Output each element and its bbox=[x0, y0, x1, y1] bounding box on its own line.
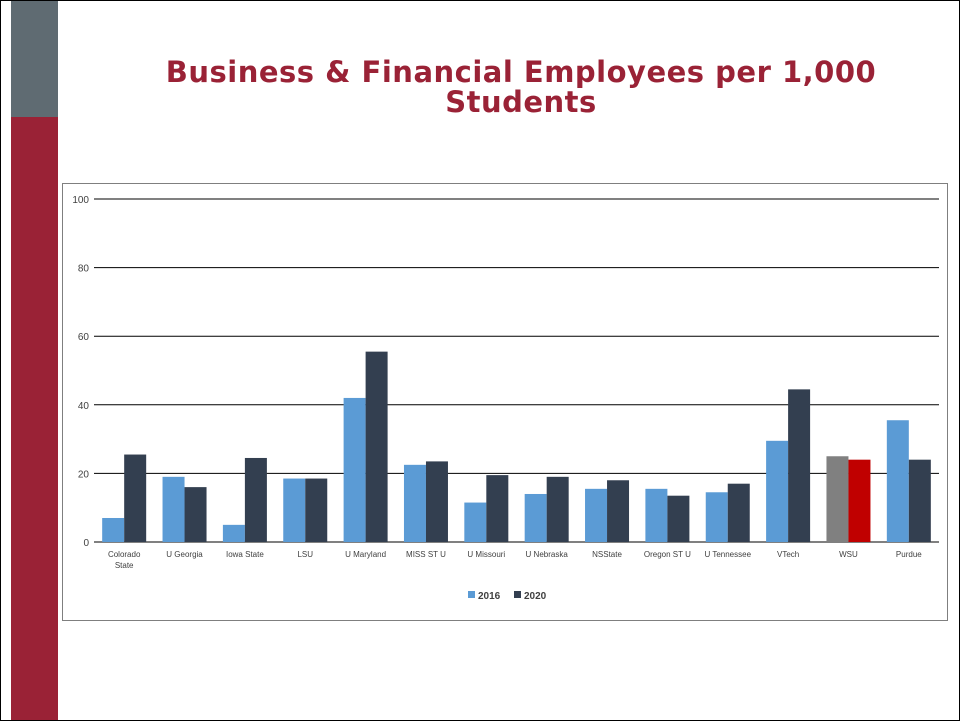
sidebar-accent-bottom bbox=[11, 117, 58, 720]
sidebar-accent-top bbox=[11, 1, 58, 117]
bar-2020-u-nebraska bbox=[546, 476, 569, 542]
x-tick-label-line: LSU bbox=[297, 550, 313, 559]
bar-2016-wsu bbox=[826, 456, 849, 542]
bar-2020-wsu bbox=[848, 459, 871, 542]
x-tick-label-line: Iowa State bbox=[226, 550, 264, 559]
bar-2020-colorado-state bbox=[124, 454, 147, 542]
x-tick-label: Colorado State bbox=[108, 550, 141, 570]
legend-swatch-2020 bbox=[514, 591, 521, 598]
x-tick-label-line: Colorado bbox=[108, 550, 141, 559]
bar-2020-nsstate bbox=[607, 480, 630, 542]
x-tick-label-line: U Missouri bbox=[467, 550, 505, 559]
x-tick-label: MISS ST U bbox=[406, 550, 446, 559]
x-tick-label-line: WSU bbox=[839, 550, 858, 559]
bar-2020-iowa-state bbox=[244, 457, 267, 542]
bar-2016-u-nebraska bbox=[524, 493, 547, 542]
y-tick-label: 0 bbox=[83, 538, 89, 549]
legend-swatch-2016 bbox=[468, 591, 475, 598]
bar-2016-colorado-state bbox=[102, 517, 125, 542]
x-tick-label: VTech bbox=[777, 550, 799, 559]
x-tick-label-line: U Georgia bbox=[166, 550, 203, 559]
bar-2016-iowa-state bbox=[222, 524, 245, 542]
x-tick-label: U Tennessee bbox=[704, 550, 751, 559]
bar-2020-u-missouri bbox=[486, 475, 509, 542]
x-tick-label-line: State bbox=[115, 561, 134, 570]
x-tick-label: WSU bbox=[839, 550, 858, 559]
bar-2020-purdue bbox=[908, 459, 931, 542]
bar-2016-purdue bbox=[886, 420, 909, 542]
bar-2016-miss-st-u bbox=[403, 464, 426, 542]
bar-2020-u-maryland bbox=[365, 351, 388, 542]
bar-2016-lsu bbox=[283, 478, 306, 542]
bar-2016-u-georgia bbox=[162, 476, 185, 542]
x-tick-label: Iowa State bbox=[226, 550, 264, 559]
x-tick-label: U Maryland bbox=[345, 550, 386, 559]
chart-container: 0 20 40 60 80 100 Colorado State U Georgia Iowa S… bbox=[62, 183, 948, 621]
slide-title: Business & Financial Employees per 1,000… bbox=[121, 57, 921, 117]
title-line-1: Business & Financial Employees per 1,000 bbox=[165, 55, 877, 89]
x-tick-label: Oregon ST U bbox=[644, 550, 691, 559]
x-tick-label: LSU bbox=[297, 550, 313, 559]
bar-2020-lsu bbox=[305, 478, 328, 542]
x-tick-label: Purdue bbox=[896, 550, 922, 559]
bar-2020-miss-st-u bbox=[425, 461, 448, 542]
title-line-2: Students bbox=[445, 85, 597, 119]
bar-2016-u-maryland bbox=[343, 397, 366, 542]
x-tick-label: U Nebraska bbox=[526, 550, 569, 559]
bar-chart: 0 20 40 60 80 100 Colorado State U Georgia Iowa S… bbox=[72, 195, 939, 602]
y-tick-label: 60 bbox=[78, 332, 90, 343]
bar-2020-oregon-st-u bbox=[667, 495, 690, 542]
bar-2016-u-missouri bbox=[464, 502, 487, 542]
x-tick-label-line: MISS ST U bbox=[406, 550, 446, 559]
bar-2020-u-tennessee bbox=[727, 483, 750, 542]
bar-2016-oregon-st-u bbox=[645, 488, 668, 542]
bar-2016-nsstate bbox=[585, 488, 608, 542]
x-tick-label-line: U Maryland bbox=[345, 550, 386, 559]
bar-2020-vtech bbox=[788, 389, 811, 542]
x-tick-label: U Georgia bbox=[166, 550, 203, 559]
x-tick-label: U Missouri bbox=[467, 550, 505, 559]
bar-2020-u-georgia bbox=[184, 487, 207, 542]
x-tick-label: NSState bbox=[592, 550, 622, 559]
x-tick-label-line: U Nebraska bbox=[526, 550, 569, 559]
x-tick-label-line: U Tennessee bbox=[704, 550, 751, 559]
legend-label-2016: 2016 bbox=[478, 591, 501, 602]
bar-2016-vtech bbox=[766, 440, 789, 542]
y-tick-label: 100 bbox=[72, 195, 89, 206]
y-tick-label: 80 bbox=[78, 264, 90, 275]
y-tick-label: 20 bbox=[78, 469, 90, 480]
x-tick-label-line: NSState bbox=[592, 550, 622, 559]
x-tick-label-line: VTech bbox=[777, 550, 799, 559]
y-tick-label: 40 bbox=[78, 401, 90, 412]
legend-label-2020: 2020 bbox=[524, 591, 547, 602]
x-tick-label-line: Purdue bbox=[896, 550, 922, 559]
bar-2016-u-tennessee bbox=[705, 492, 728, 542]
x-tick-label-line: Oregon ST U bbox=[644, 550, 691, 559]
